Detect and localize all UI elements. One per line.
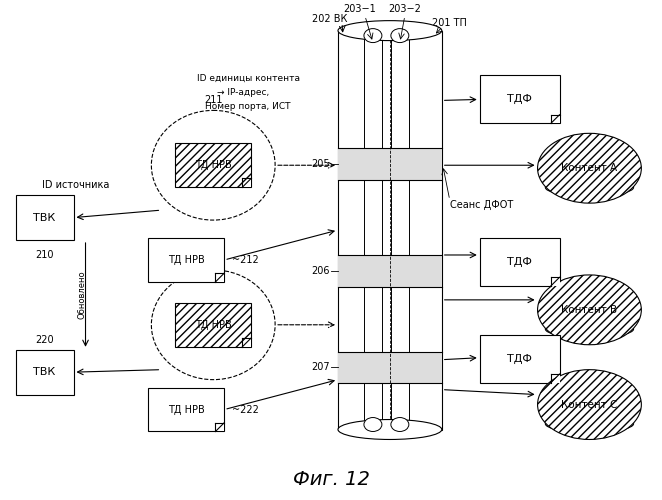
Text: Сеанс ДФОТ: Сеанс ДФОТ [449,200,513,210]
Bar [16,350,73,395]
Text: Фиг. 12: Фиг. 12 [293,470,369,489]
Bar [175,144,251,187]
Polygon shape [242,338,251,346]
Text: Обновлено: Обновлено [77,270,86,319]
Text: 205: 205 [311,159,330,169]
Text: ТВК: ТВК [34,367,56,377]
Text: Контент А: Контент А [561,163,618,173]
Text: → IP-адрес,: → IP-адрес, [217,88,269,97]
Bar [338,148,442,180]
Ellipse shape [538,275,641,344]
Bar [338,30,442,430]
Text: ТД НРВ: ТД НРВ [195,320,232,330]
Text: 220: 220 [35,334,54,344]
Ellipse shape [545,178,634,196]
Text: 203−2: 203−2 [389,4,421,14]
Text: ТДФ: ТДФ [507,354,532,364]
Text: ТВК: ТВК [34,212,56,222]
Text: 211: 211 [204,96,222,106]
Ellipse shape [545,415,634,432]
Ellipse shape [338,20,442,40]
Bar [148,388,224,432]
Polygon shape [551,374,559,382]
Ellipse shape [338,420,442,440]
Text: 210: 210 [35,250,54,260]
Ellipse shape [364,28,382,42]
Text: ТД НРВ: ТД НРВ [168,255,205,265]
Bar [480,238,559,286]
Bar [175,144,251,187]
Bar [480,76,559,124]
Ellipse shape [538,370,641,440]
Bar [175,303,251,346]
Bar [364,36,382,424]
Ellipse shape [152,110,275,220]
Bar [480,335,559,382]
Bar [16,195,73,240]
Polygon shape [551,278,559,286]
Polygon shape [551,114,559,124]
Text: 206: 206 [312,266,330,276]
Text: 203−1: 203−1 [344,4,376,14]
Ellipse shape [391,28,409,42]
Text: ТД НРВ: ТД НРВ [195,160,232,170]
Text: Номер порта, ИСТ: Номер порта, ИСТ [205,102,291,111]
Polygon shape [215,273,224,282]
Text: ID источника: ID источника [42,180,109,190]
Text: ТД НРВ: ТД НРВ [168,404,205,414]
Ellipse shape [538,134,641,203]
Bar [338,352,442,382]
Text: 207: 207 [311,362,330,372]
Text: ID единицы контента: ID единицы контента [197,74,300,83]
Text: ТДФ: ТДФ [507,257,532,267]
Bar [338,255,442,287]
Ellipse shape [391,418,409,432]
Bar [391,36,409,424]
Ellipse shape [545,320,634,338]
Bar [175,303,251,346]
Text: ~222: ~222 [232,404,259,414]
Ellipse shape [152,270,275,380]
Text: Контент В: Контент В [561,305,618,315]
Ellipse shape [364,418,382,432]
Text: ТДФ: ТДФ [507,94,532,104]
Text: Контент С: Контент С [561,400,618,409]
Text: 201 ТП: 201 ТП [432,18,467,28]
Text: ~212: ~212 [232,255,259,265]
Polygon shape [215,422,224,432]
Polygon shape [242,178,251,187]
Text: 202 ВК: 202 ВК [312,14,348,24]
Text: 221: 221 [204,255,222,265]
Bar [148,238,224,282]
